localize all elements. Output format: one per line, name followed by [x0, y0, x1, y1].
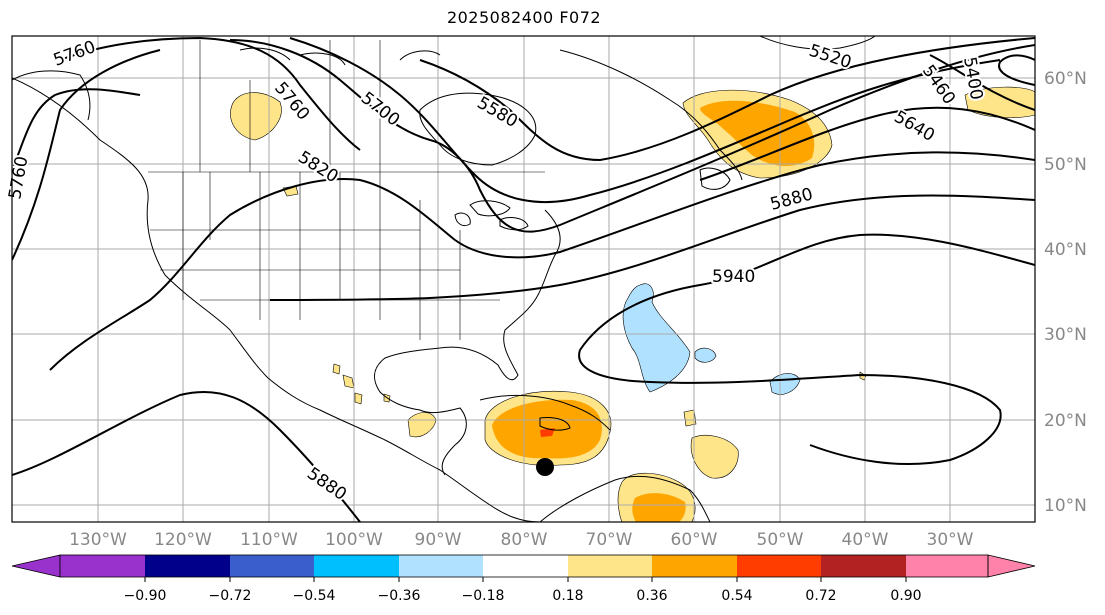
map-title: 2025082400 F072: [446, 8, 602, 27]
lon-label: 40°W: [842, 530, 889, 550]
colorbar: −0.90 −0.72 −0.54 −0.36 −0.18 0.18 0.36 …: [11, 554, 1036, 604]
contour-5760-west: [12, 49, 161, 261]
colorbar-bin: [737, 555, 821, 577]
colorbar-bin: [568, 555, 652, 577]
lon-label: 60°W: [671, 530, 718, 550]
colorbar-bin: [145, 555, 230, 577]
contour-5760-inner: [12, 88, 141, 171]
contour-label: 5940: [712, 267, 755, 287]
colorbar-bin: [230, 555, 314, 577]
latitude-labels: 60°N 50°N 40°N 30°N 20°N 10°N: [1044, 69, 1087, 516]
contour-5940: [579, 233, 1035, 351]
colorbar-tick-label: 0.18: [552, 588, 583, 604]
lon-label: 90°W: [415, 530, 462, 550]
lon-label: 130°W: [69, 530, 127, 550]
lat-label: 10°N: [1044, 496, 1087, 516]
colorbar-bin: [399, 555, 483, 577]
lon-label: 100°W: [325, 530, 383, 550]
height-contours: [12, 36, 1035, 522]
colorbar-bin: [906, 555, 988, 577]
storm-center-marker: [536, 458, 554, 476]
map-frame: [11, 35, 1036, 523]
lon-label: 110°W: [240, 530, 298, 550]
lat-label: 50°N: [1044, 155, 1087, 175]
contour-5760-north: [59, 36, 361, 151]
colorbar-tick-label: −0.36: [378, 588, 421, 604]
colorbar-extend-high: [987, 554, 1036, 578]
lat-label: 20°N: [1044, 411, 1087, 431]
contour-5400: [998, 54, 1035, 86]
colorbar-tick-label: 0.90: [890, 588, 921, 604]
lon-label: 120°W: [154, 530, 212, 550]
contour-5700: [229, 39, 1035, 233]
colorbar-tick-label: 0.72: [805, 588, 836, 604]
contour-5880-south: [12, 390, 361, 522]
contour-5880-north: [269, 194, 1035, 301]
colorbar-bin: [821, 555, 906, 577]
lon-label: 70°W: [586, 530, 633, 550]
colorbar-extend-low: [11, 554, 61, 578]
colorbar-bin: [314, 555, 399, 577]
colorbar-tick-label: −0.54: [293, 588, 336, 604]
contour-5820: [49, 151, 1035, 371]
lat-label: 30°N: [1044, 325, 1087, 345]
lon-label: 50°W: [757, 530, 804, 550]
lon-label: 30°W: [927, 530, 974, 550]
contour-5640: [699, 106, 1035, 181]
colorbar-bin: [652, 555, 737, 577]
contour-5580: [289, 37, 1001, 204]
graticule: [12, 36, 1035, 522]
lon-label: 80°W: [501, 530, 548, 550]
coastlines: [12, 36, 876, 522]
lat-label: 60°N: [1044, 69, 1087, 89]
contour-5520: [419, 37, 1035, 162]
colorbar-tick-label: −0.90: [124, 588, 167, 604]
longitude-labels: 130°W 120°W 110°W 100°W 90°W 80°W 70°W 6…: [69, 530, 974, 550]
fill-atlantic-negative: [622, 283, 691, 393]
colorbar-tick-label: 0.54: [721, 588, 752, 604]
contour-5940-loop: [578, 349, 1002, 465]
colorbar-bin: [483, 555, 568, 577]
colorbar-tick-label: 0.36: [636, 588, 667, 604]
colorbar-bin: [60, 555, 145, 577]
lat-label: 40°N: [1044, 240, 1087, 260]
colorbar-tick-label: −0.18: [462, 588, 505, 604]
contour-5460: [929, 54, 1035, 111]
fill-east-blob: [964, 86, 1035, 119]
colorbar-tick-label: −0.72: [209, 588, 252, 604]
